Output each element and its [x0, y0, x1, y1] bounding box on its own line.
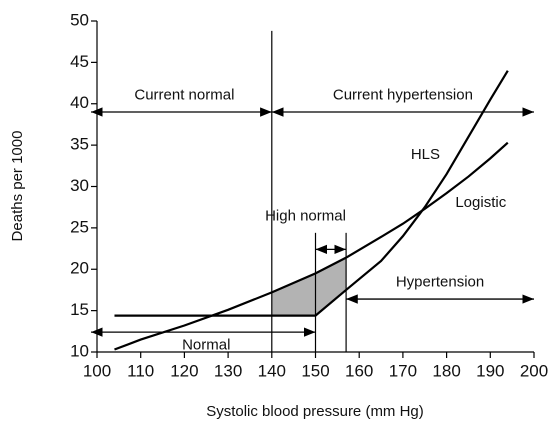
range-label: Normal	[182, 336, 230, 353]
x-tick-label: 200	[520, 361, 548, 380]
y-tick-label: 25	[70, 217, 89, 236]
line-series	[114, 70, 509, 317]
y-tick-label: 15	[70, 300, 89, 319]
range-label: Current normal	[134, 86, 234, 103]
x-tick-label: 180	[432, 361, 460, 380]
y-tick-label: 35	[70, 135, 89, 154]
y-tick-label: 20	[70, 259, 89, 278]
x-tick-label: 150	[301, 361, 329, 380]
x-tick-label: 100	[83, 361, 111, 380]
shaded-region	[271, 257, 347, 316]
x-tick-label: 110	[127, 361, 154, 380]
y-axis-label: Deaths per 1000	[9, 131, 26, 242]
y-tick-label: 10	[70, 341, 89, 360]
y-tick-label: 40	[70, 93, 89, 112]
range-label: High normal	[265, 207, 346, 224]
range-label: Hypertension	[396, 273, 484, 290]
x-tick-label: 130	[214, 361, 242, 380]
x-tick-label: 170	[389, 361, 417, 380]
x-tick-label: 160	[345, 361, 373, 380]
y-tick-label: 30	[70, 176, 89, 195]
x-axis-label: Systolic blood pressure (mm Hg)	[206, 403, 424, 420]
y-tick-label: 50	[70, 10, 89, 29]
line-series	[114, 141, 509, 351]
y-tick-label: 45	[70, 52, 89, 71]
x-tick-label: 140	[258, 361, 286, 380]
series-label: Logistic	[455, 194, 506, 211]
range-label: Current hypertension	[333, 86, 473, 103]
series-label: HLS	[411, 146, 440, 163]
x-tick-label: 120	[170, 361, 198, 380]
x-tick-label: 190	[476, 361, 504, 380]
